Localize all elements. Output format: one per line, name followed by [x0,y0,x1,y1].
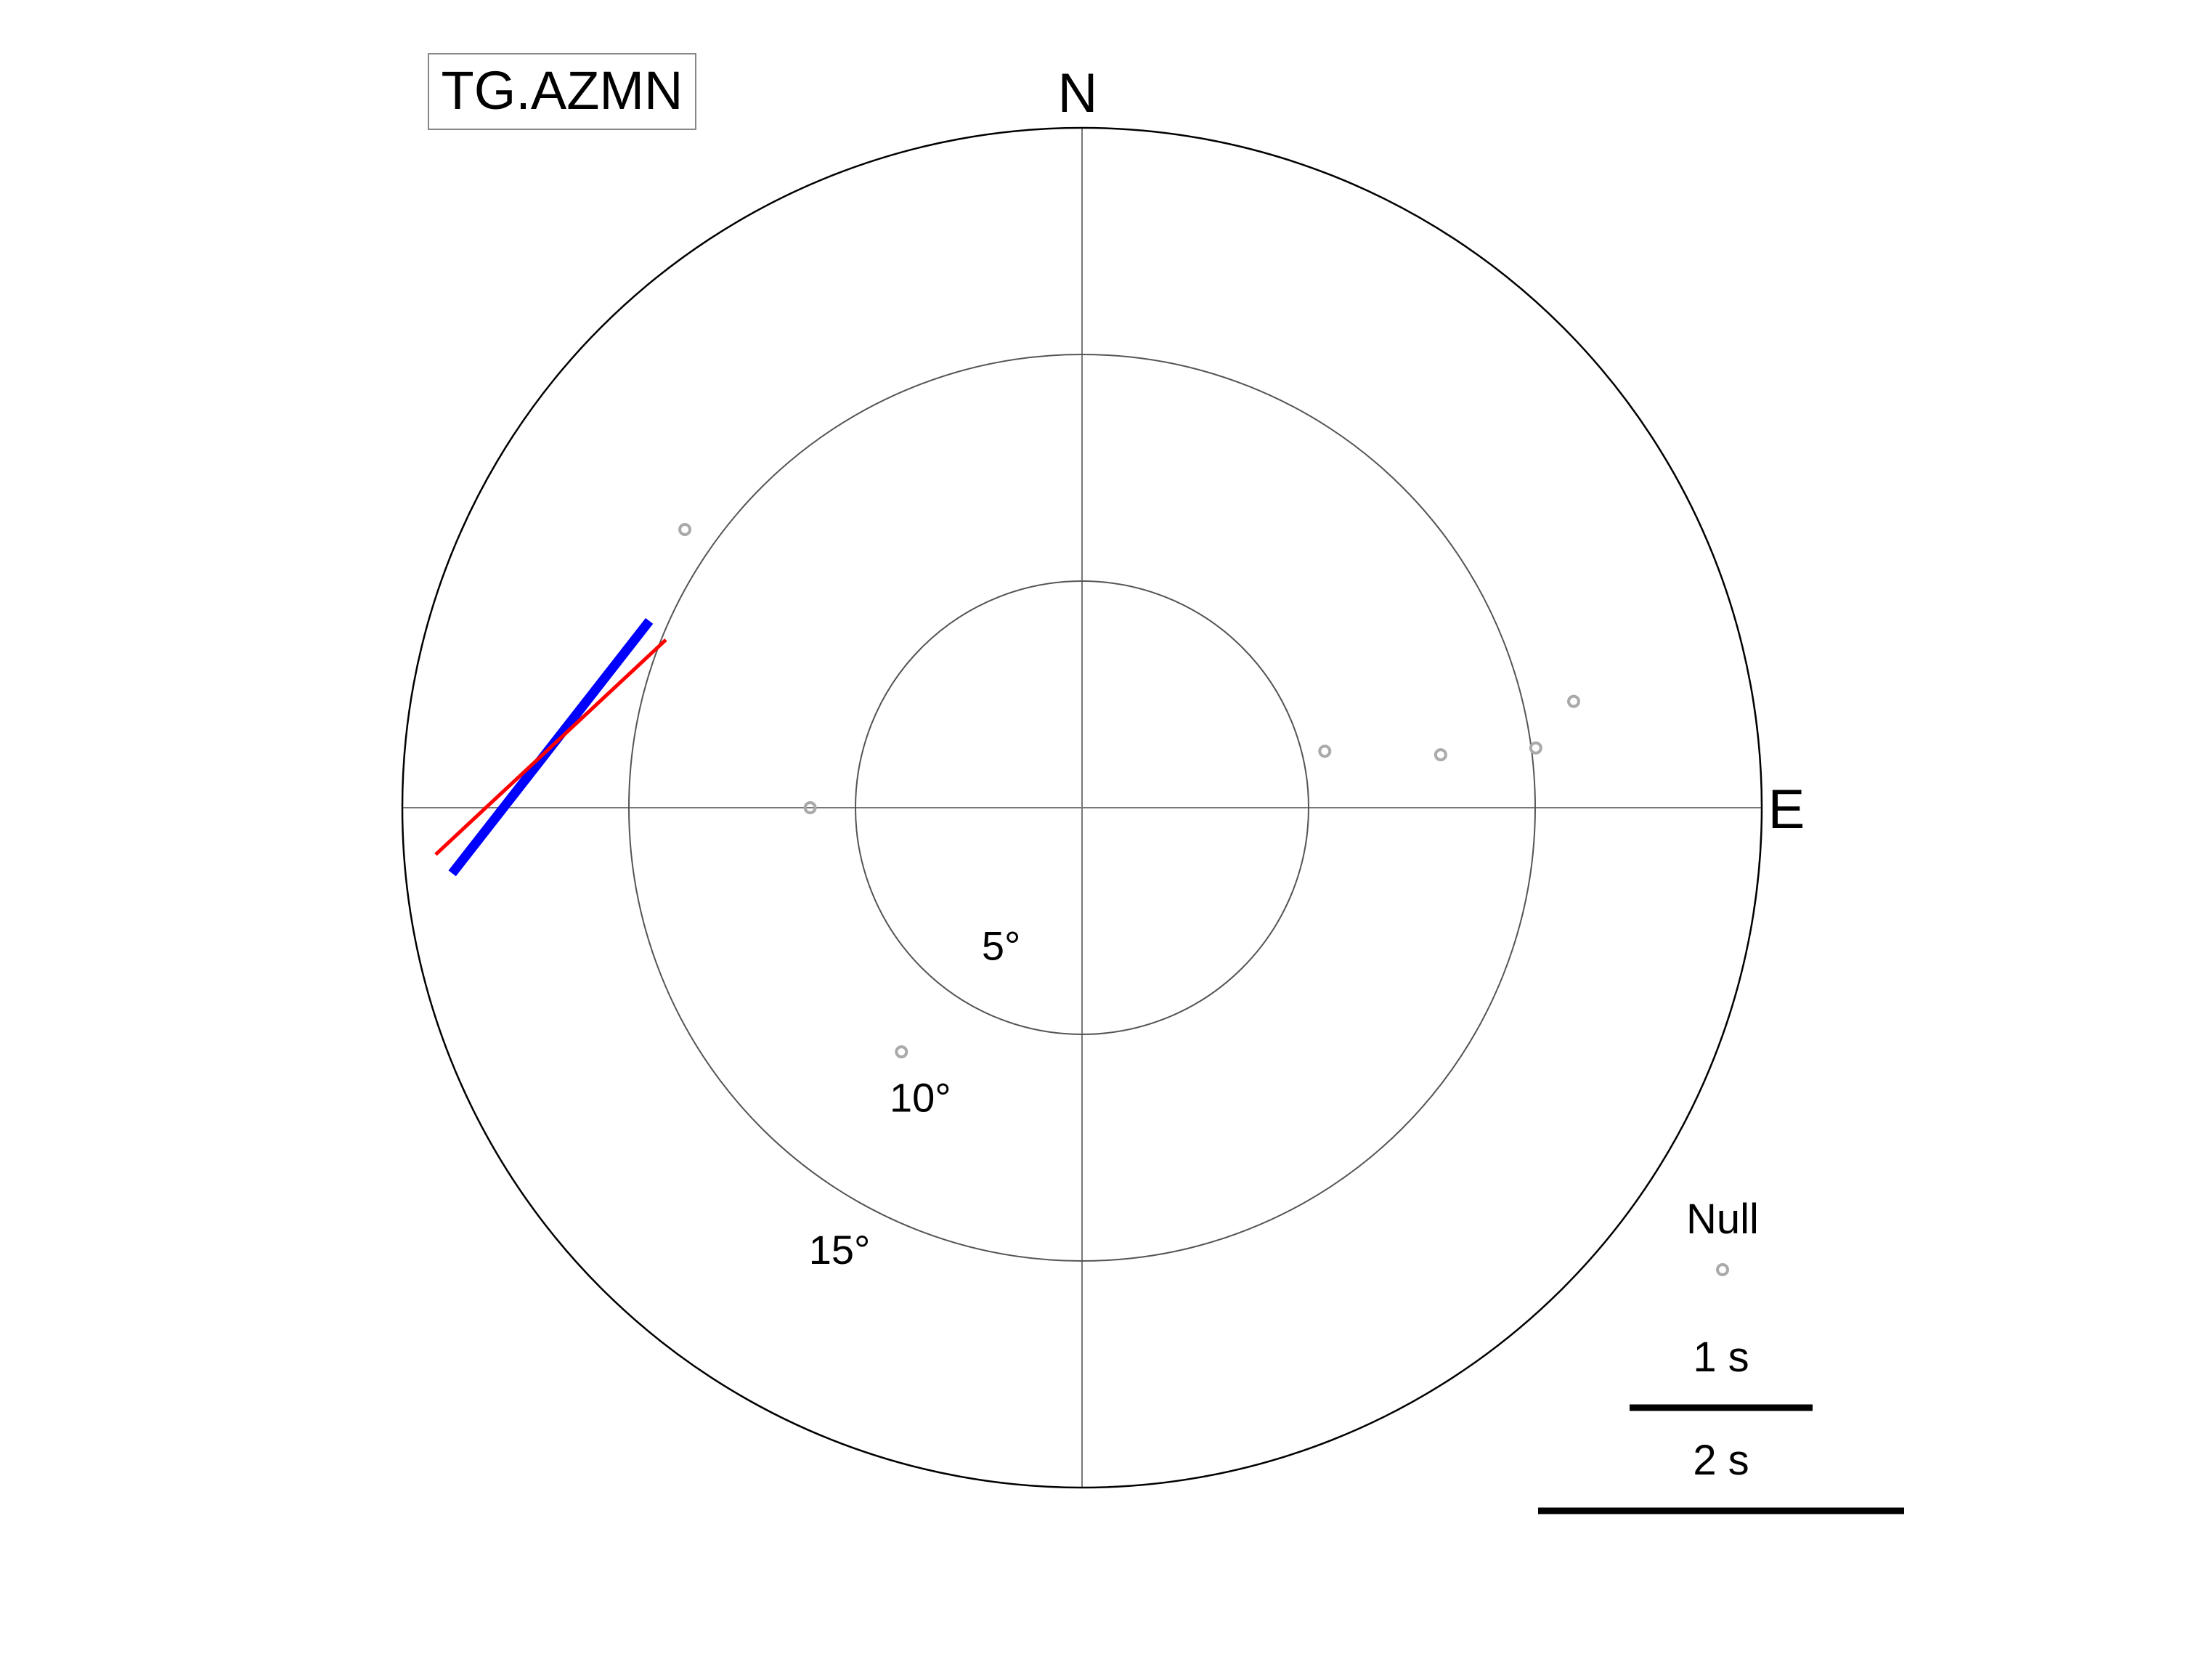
scale-bar-label: 2 s [1693,1437,1749,1484]
null-point [678,523,692,537]
incidence-ring-labels: 5° 10° 15° [809,922,1021,1273]
null-point [1434,748,1447,762]
legend-null-marker [1716,1263,1729,1276]
splitting-bar-red [434,638,667,856]
incidence-ring-5 [855,580,1309,1035]
grid [402,128,1762,1488]
incidence-ring-label: 5° [982,922,1021,968]
null-point [1529,741,1542,755]
null-point [803,801,817,814]
null-point [895,1045,908,1059]
incidence-ring-label: 10° [890,1075,951,1121]
station-label-frame [428,53,696,130]
station-label: TG.AZMN [442,60,683,121]
legend-null-label: Null [1686,1196,1759,1243]
legend-scale-bars: 1 s 2 s [1538,1334,1904,1514]
incidence-rings [401,126,1763,1489]
incidence-ring-15 [401,126,1763,1489]
null-point [1318,745,1332,758]
legend: Null 1 s 2 s [1538,1196,1904,1514]
incidence-ring-label: 15° [809,1227,871,1273]
null-point [1566,694,1580,708]
splitting-measurements [434,617,667,877]
scale-bar-label: 1 s [1693,1334,1749,1381]
east-label: E [1768,779,1805,840]
north-label: N [1058,62,1098,124]
null-measurements [678,523,1580,1059]
station-label-box: TG.AZMN [428,53,696,130]
incidence-ring-10 [628,354,1536,1262]
